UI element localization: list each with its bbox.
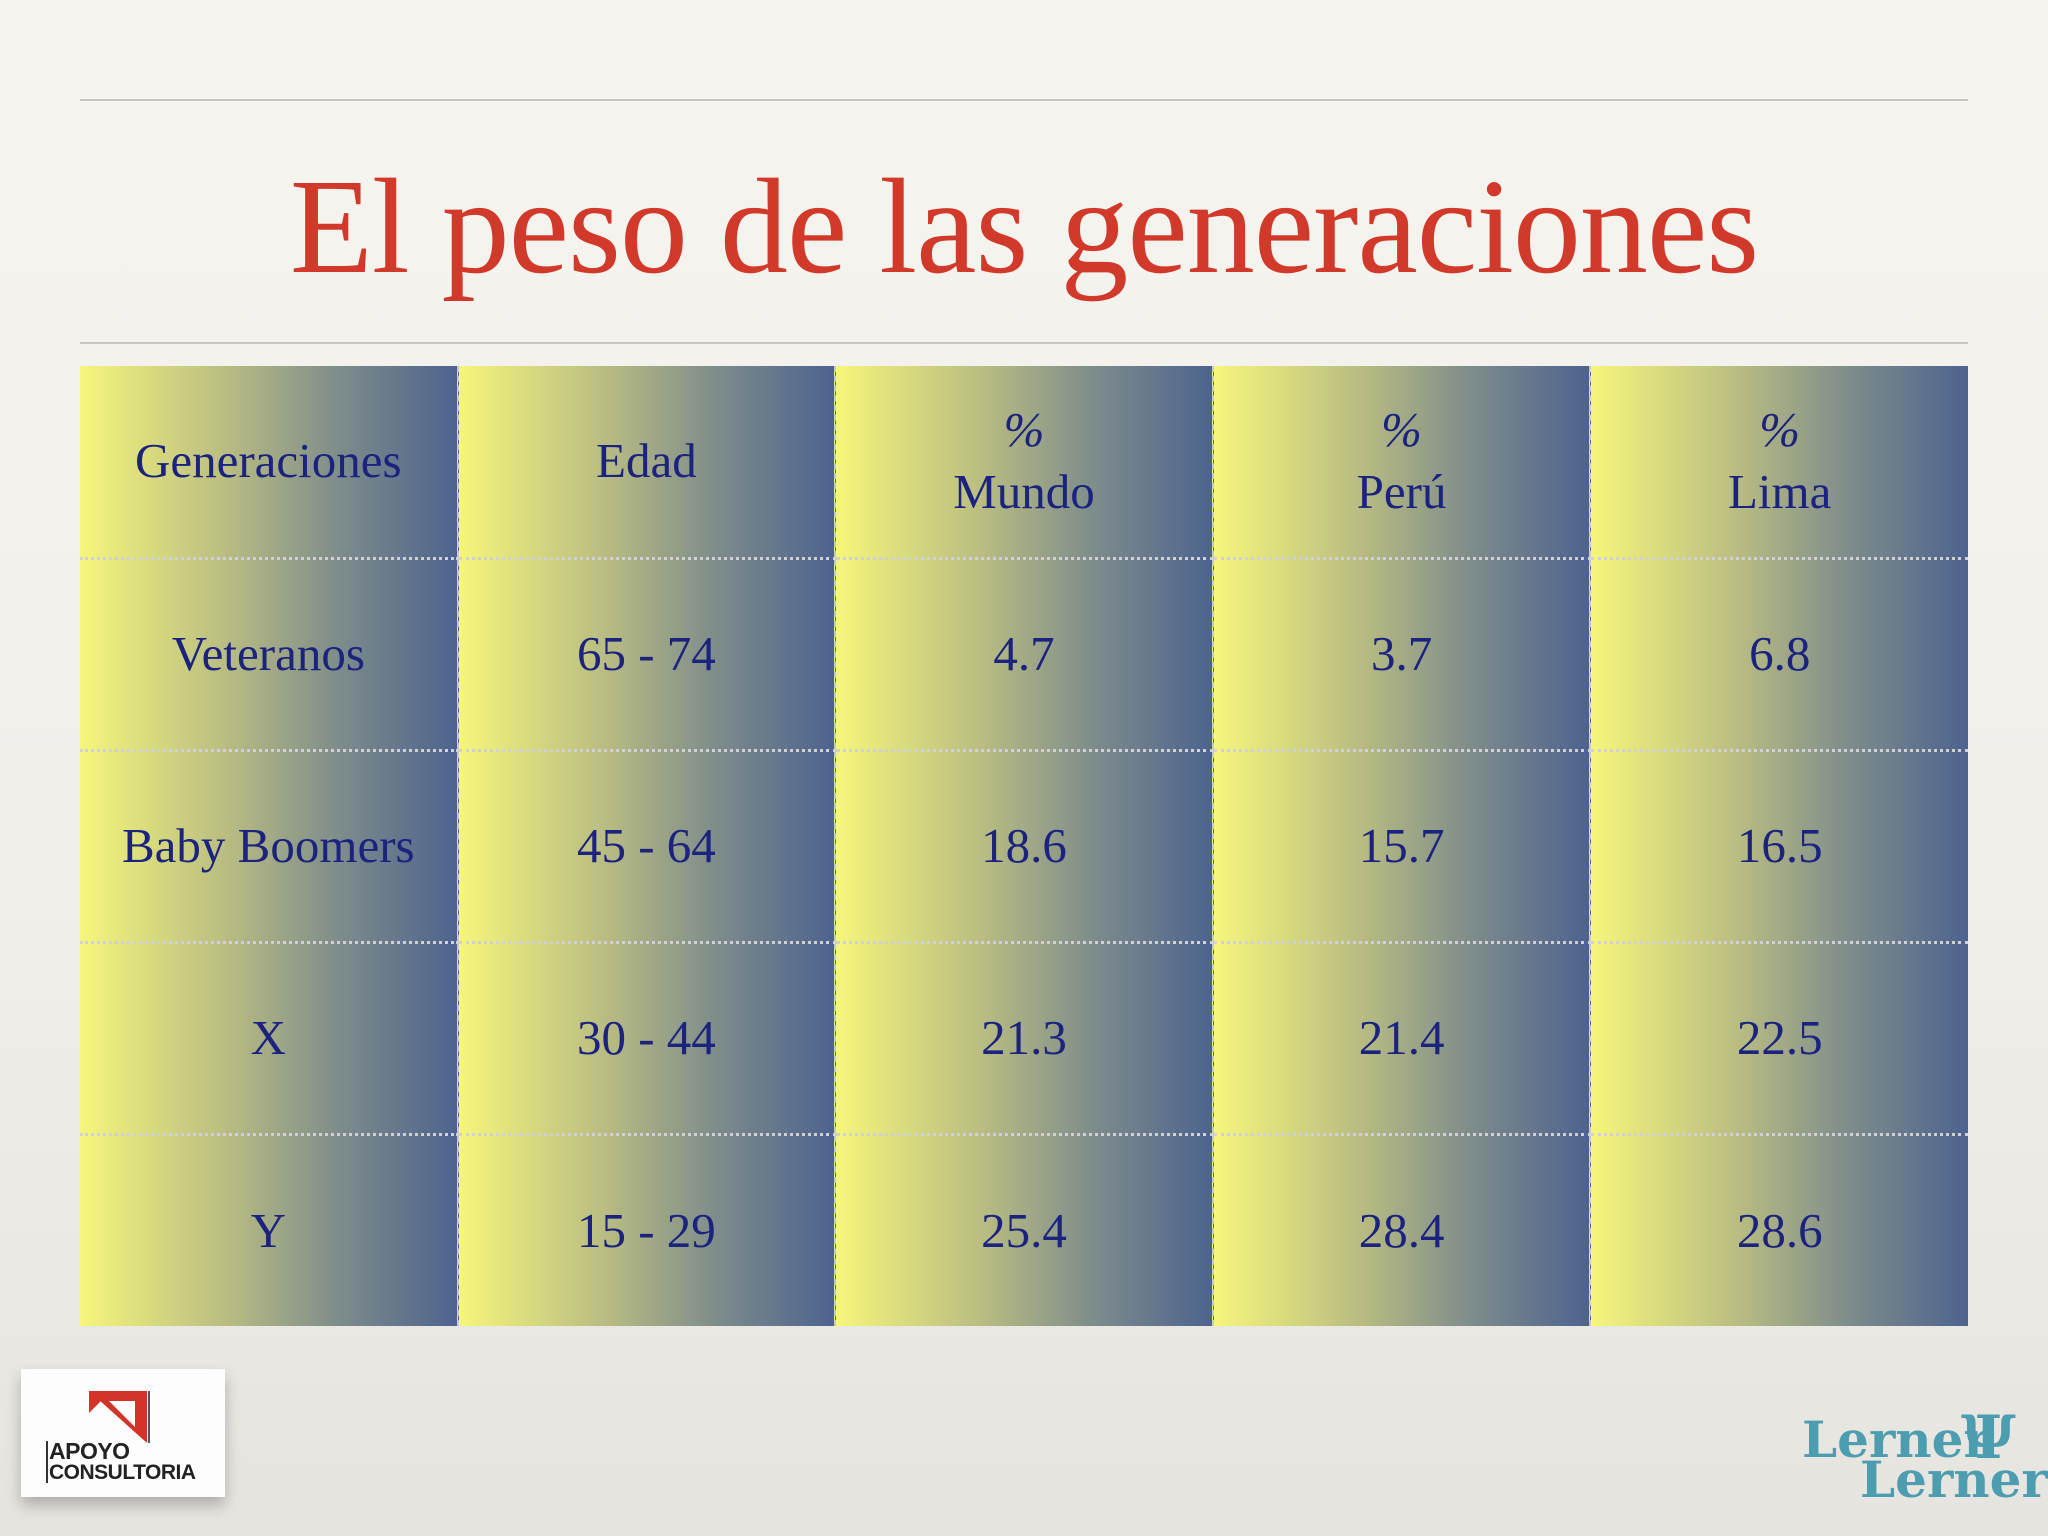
- table-row: Veteranos 65 - 74 4.7 3.7 6.8: [80, 558, 1968, 752]
- lerner-logo-line2: Lerner: [1860, 1450, 2048, 1509]
- cell-peru: 3.7: [1212, 558, 1592, 752]
- slide-title: El peso de las generaciones: [289, 152, 1759, 302]
- psi-icon: Ψ: [1961, 1403, 2016, 1473]
- cell-age: 30 - 44: [457, 942, 837, 1136]
- header-label: Edad: [596, 433, 697, 489]
- cell-lima: 28.6: [1590, 1134, 1968, 1326]
- apoyo-logo-line2: CONSULTORIA: [49, 1461, 196, 1484]
- cell-generation: Baby Boomers: [80, 750, 459, 944]
- cell-generation: X: [80, 942, 459, 1136]
- percent-symbol: %: [1381, 402, 1422, 458]
- percent-symbol: %: [1003, 402, 1045, 458]
- header-label: Mundo: [953, 464, 1095, 520]
- table-row: Baby Boomers 45 - 64 18.6 15.7 16.5: [80, 750, 1968, 944]
- cell-age: 15 - 29: [457, 1134, 837, 1326]
- header-edad: Edad: [457, 366, 837, 560]
- header-label: Generaciones: [134, 433, 402, 489]
- generations-table: Generaciones Edad % Mundo % Perú % Lima Vet…: [80, 366, 1968, 1326]
- cell-peru: 15.7: [1212, 750, 1592, 944]
- header-peru: % Perú: [1212, 366, 1592, 560]
- cell-lima: 22.5: [1590, 942, 1968, 1136]
- cell-generation: Veteranos: [80, 558, 459, 752]
- apoyo-divider: [46, 1441, 48, 1483]
- cell-mundo: 18.6: [835, 750, 1214, 944]
- apoyo-mark-icon: [89, 1391, 147, 1443]
- cell-peru: 28.4: [1212, 1134, 1592, 1326]
- title-divider: [80, 342, 1968, 344]
- apoyo-consultoria-logo: APOYO CONSULTORIA: [21, 1369, 225, 1497]
- header-generaciones: Generaciones: [80, 366, 459, 560]
- cell-generation: Y: [80, 1134, 459, 1326]
- cell-age: 45 - 64: [457, 750, 837, 944]
- table-row: X 30 - 44 21.3 21.4 22.5: [80, 942, 1968, 1136]
- cell-age: 65 - 74: [457, 558, 837, 752]
- header-label: Lima: [1727, 464, 1832, 520]
- apoyo-logo-line1: APOYO: [49, 1438, 130, 1464]
- lerner-logo: Lerner Ψ Lerner: [1796, 1406, 2048, 1510]
- apoyo-divider: [148, 1391, 150, 1443]
- percent-symbol: %: [1759, 402, 1801, 458]
- cell-mundo: 25.4: [835, 1134, 1214, 1326]
- cell-mundo: 4.7: [835, 558, 1214, 752]
- table-header-row: Generaciones Edad % Mundo % Perú % Lima: [80, 366, 1968, 560]
- top-divider: [80, 99, 1968, 101]
- header-label: Perú: [1356, 464, 1447, 520]
- header-lima: % Lima: [1590, 366, 1968, 560]
- cell-lima: 16.5: [1590, 750, 1968, 944]
- cell-mundo: 21.3: [835, 942, 1214, 1136]
- header-mundo: % Mundo: [835, 366, 1214, 560]
- table-row: Y 15 - 29 25.4 28.4 28.6: [80, 1134, 1968, 1326]
- cell-peru: 21.4: [1212, 942, 1592, 1136]
- lerner-logo-line1: Lerner: [1802, 1410, 1990, 1469]
- cell-lima: 6.8: [1590, 558, 1968, 752]
